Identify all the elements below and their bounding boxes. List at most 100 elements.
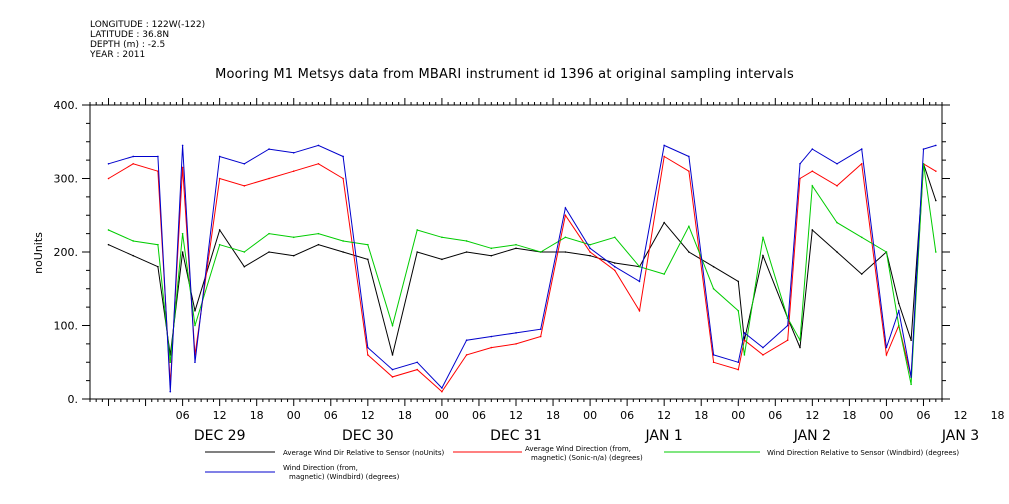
x-tick-label: 12: [361, 409, 375, 422]
x-day-label: JAN 3: [941, 428, 979, 444]
x-tick-label: 06: [472, 409, 486, 422]
series-1-point: [860, 273, 863, 275]
x-tick-label: 00: [435, 409, 449, 422]
depth-label: DEPTH (m) : -2.5: [90, 40, 166, 50]
x-day-label: DEC 30: [342, 428, 394, 444]
series-3-point: [292, 236, 295, 239]
series-4-point: [786, 324, 789, 327]
series-1-point: [836, 251, 838, 253]
series-4-point: [811, 148, 814, 150]
series-line-2: [108, 155, 937, 393]
series-3-point: [836, 221, 838, 224]
series-3-point: [564, 236, 567, 239]
series-2-point: [885, 354, 888, 356]
series-2-point: [416, 368, 419, 371]
series-line-3: [108, 163, 937, 385]
series-4-point: [836, 163, 838, 165]
series-2-point: [860, 163, 863, 165]
series-4-point: [416, 361, 419, 364]
series-4-point: [663, 144, 665, 147]
series-4-point: [367, 346, 369, 349]
series-3-point: [243, 251, 246, 253]
series-3-point: [712, 287, 715, 290]
x-day-label: DEC 29: [194, 428, 246, 444]
y-tick-label: 100.: [54, 320, 79, 333]
series-2-point: [441, 390, 443, 393]
series-3-point: [268, 232, 270, 235]
series-3-point: [663, 273, 665, 275]
series-1-point: [490, 254, 493, 257]
series-1-point: [663, 221, 665, 224]
series-3-point: [132, 240, 135, 242]
series-4-point: [935, 144, 937, 147]
x-tick-label: 06: [324, 409, 338, 422]
series-4-point: [515, 332, 517, 334]
x-tick-label: 06: [768, 409, 782, 422]
chart-title: Mooring M1 Metsys data from MBARI instru…: [215, 67, 794, 82]
series-3-point: [317, 232, 320, 235]
series-3-point: [465, 240, 468, 242]
series-3-point: [441, 236, 443, 239]
series-1-point: [613, 262, 616, 264]
series-4-point: [132, 155, 135, 158]
series-4-point: [107, 163, 110, 165]
series-3-point: [688, 225, 690, 228]
series-1-point: [737, 280, 740, 283]
series-1-point: [194, 310, 196, 312]
year-label: YEAR : 2011: [90, 50, 146, 60]
series-4-point: [762, 346, 764, 349]
series-2-point: [613, 269, 616, 272]
series-3-point: [367, 243, 369, 246]
series-2-point: [490, 346, 493, 349]
series-1-point: [762, 254, 764, 257]
series-2-point: [107, 177, 110, 180]
y-axis-label: noUnits: [32, 232, 45, 274]
series-2-point: [638, 310, 641, 312]
series-1-point: [935, 199, 937, 202]
series-4-point: [181, 144, 184, 147]
series-3-point: [157, 243, 159, 246]
series-4-point: [799, 163, 801, 165]
series-4-point: [613, 265, 616, 268]
series-4-point: [218, 155, 221, 158]
series-2-point: [367, 354, 369, 356]
series-1-point: [218, 229, 221, 231]
series-4-point: [737, 361, 740, 364]
series-3-point: [391, 324, 394, 327]
series-3-point: [811, 185, 814, 187]
series-3-point: [799, 339, 801, 342]
series-3-point: [416, 229, 419, 231]
series-4-point: [922, 148, 925, 150]
series-2-point: [811, 170, 814, 172]
x-tick-label: 06: [620, 409, 634, 422]
series-3-point: [107, 229, 110, 231]
series-1-point: [712, 265, 715, 268]
series-1-point: [157, 265, 159, 268]
series-4-point: [860, 148, 863, 150]
series-3-point: [638, 265, 641, 268]
series-2-point: [391, 376, 394, 378]
y-tick-label: 200.: [54, 246, 79, 259]
series-3-point: [737, 310, 740, 312]
series-2-point: [218, 177, 221, 180]
x-tick-label: 18: [250, 409, 264, 422]
series-1-point: [132, 254, 135, 257]
series-4-point: [441, 387, 443, 389]
series-2-point: [737, 368, 740, 371]
series-2-point: [564, 214, 567, 217]
x-day-label: JAN 1: [645, 428, 683, 444]
series-2-point: [515, 343, 517, 345]
series-2-point: [465, 354, 468, 356]
series-4-point: [897, 310, 900, 312]
series-1-point: [292, 254, 295, 257]
series-1-point: [811, 229, 814, 231]
series-4-point: [391, 368, 394, 371]
series-2-point: [712, 361, 715, 364]
series-3-point: [910, 383, 912, 386]
series-1-point: [342, 251, 344, 253]
x-tick-label: 12: [805, 409, 819, 422]
y-tick-label: 0.: [68, 393, 79, 406]
series-4-point: [688, 155, 690, 158]
series-2-point: [132, 163, 135, 165]
